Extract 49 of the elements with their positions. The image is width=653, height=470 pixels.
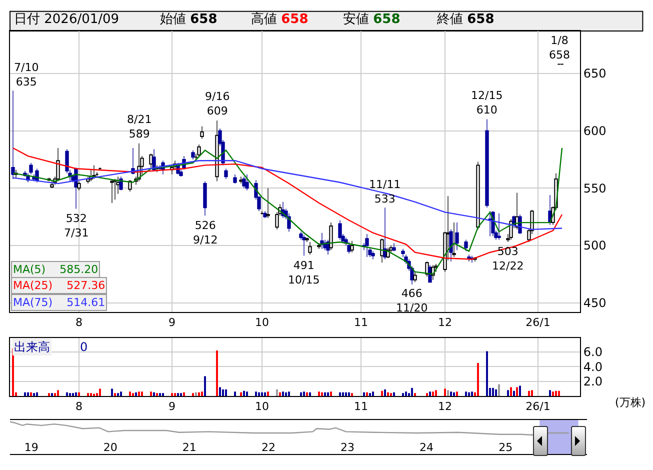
annotation: 12/15 610	[471, 89, 503, 116]
annotation: 491 10/15	[288, 259, 320, 286]
x-tick-label: 12	[438, 316, 452, 330]
x-tick-label: 22	[261, 441, 276, 454]
x-tick-label: 8	[76, 400, 82, 414]
annotation: 526 9/12	[193, 219, 218, 246]
x-tick-label: 25	[498, 441, 513, 454]
x-tick-label: 24	[420, 441, 434, 454]
x-tick-label: 10	[255, 400, 269, 414]
annotation: 503 12/22	[492, 245, 524, 272]
y-tick-label: 500	[583, 238, 606, 253]
y-tick-label: 2.0	[583, 374, 602, 389]
y-tick-label: 4.0	[583, 360, 602, 374]
annotation: 9/16 609	[205, 90, 230, 118]
y-axis-title: (万株)	[615, 396, 646, 409]
x-tick-label: 26/1	[526, 316, 550, 330]
text: 安値 658	[343, 11, 400, 27]
annotation: 1/8 658	[549, 34, 570, 62]
text: MA(75) 514.61	[13, 296, 106, 309]
x-tick-label: 26/1	[526, 400, 550, 414]
y-tick-label: 650	[583, 66, 606, 81]
x-tick-label: 21	[182, 441, 196, 454]
annotation: 532 7/31	[64, 212, 89, 240]
x-tick-label: 9	[168, 316, 176, 330]
x-tick-label: 12	[438, 400, 452, 414]
y-tick-label: 6.0	[583, 345, 602, 360]
annotation: 0	[80, 340, 88, 354]
y-tick-label: 550	[583, 181, 606, 196]
x-tick-label: 23	[340, 441, 355, 454]
text: 日付 2026/01/09	[14, 12, 120, 27]
text: MA(25) 527.36	[13, 279, 106, 292]
x-tick-label: 9	[168, 400, 176, 414]
annotation: 8/21 589	[127, 113, 152, 140]
text: 終値 658	[436, 12, 494, 27]
annotation: 出来高	[14, 340, 50, 354]
x-tick-label: 8	[76, 316, 82, 330]
text: MA(5) 585.20	[13, 263, 98, 276]
text: 高値 658	[251, 11, 308, 27]
annotation: 466 11/20	[396, 287, 428, 314]
y-tick-label: 600	[583, 124, 606, 138]
text: 始値 658	[160, 12, 218, 27]
annotation: 11/11 533	[369, 178, 401, 206]
y-tick-label: 450	[583, 296, 606, 310]
annotation: 7/10 635	[14, 61, 39, 88]
x-tick-label: 20	[103, 441, 118, 454]
x-tick-label: 19	[24, 441, 38, 454]
x-tick-label: 11	[354, 400, 368, 414]
x-tick-label: 11	[354, 316, 368, 330]
x-tick-label: 10	[255, 316, 269, 330]
